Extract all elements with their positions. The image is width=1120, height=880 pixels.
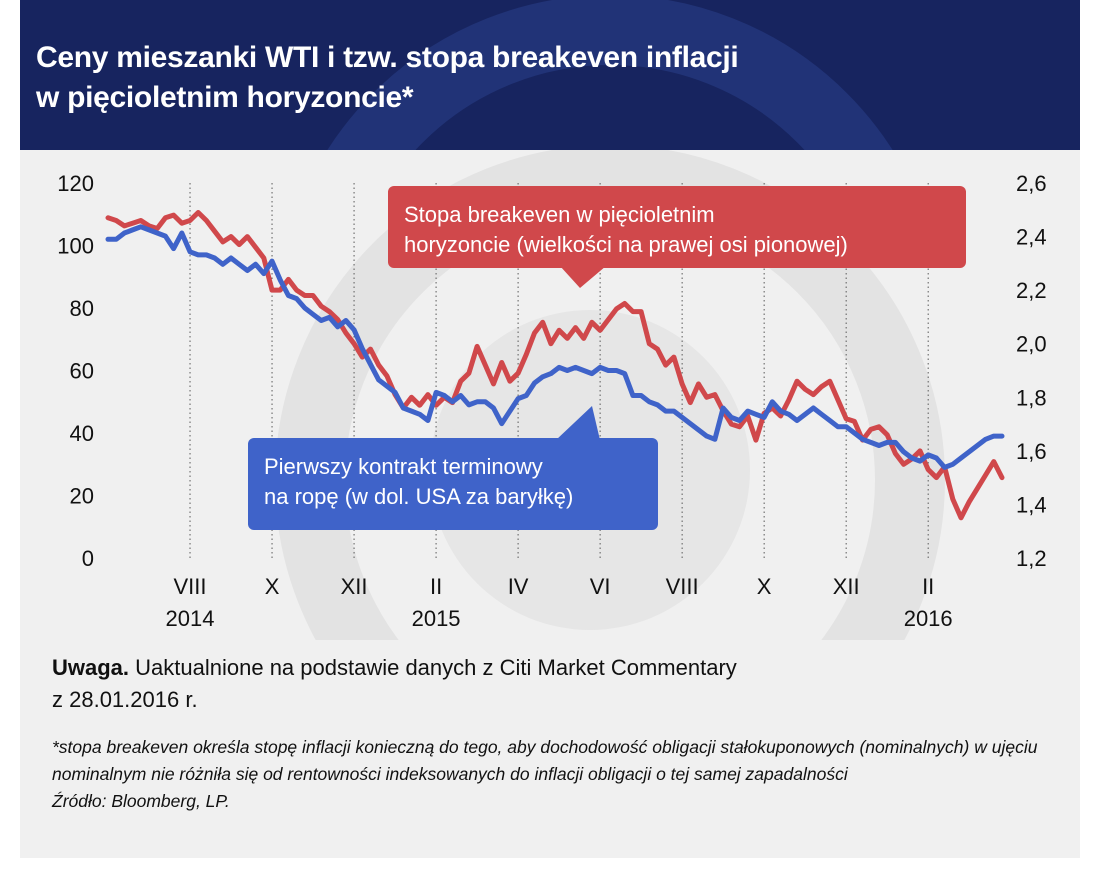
left-y-tick-label: 60 — [70, 359, 94, 384]
left-y-axis: 0 20 40 60 80 100 120 — [57, 171, 94, 571]
breakeven-callout-line-1: Stopa breakeven w pięcioletnim — [404, 202, 715, 227]
breakeven-callout-line-2: horyzoncie (wielkości na prawej osi pion… — [404, 232, 848, 257]
x-tick-label: VIII — [174, 574, 207, 599]
title-line-1: Ceny mieszanki WTI i tzw. stopa breakeve… — [36, 41, 739, 74]
right-y-tick-label: 2,0 — [1016, 332, 1047, 357]
footnote: *stopa breakeven określa stopę inflacji … — [52, 734, 1062, 815]
right-y-tick-label: 2,4 — [1016, 225, 1047, 250]
left-y-tick-label: 20 — [70, 484, 94, 509]
right-y-tick-label: 2,2 — [1016, 278, 1047, 303]
note-text-2: z 28.01.2016 r. — [52, 687, 198, 712]
right-y-tick-label: 1,2 — [1016, 546, 1047, 571]
right-y-tick-label: 1,6 — [1016, 439, 1047, 464]
note-text: Uaktualnione na podstawie danych z Citi … — [135, 655, 737, 680]
breakeven-callout-box — [388, 186, 966, 268]
chart-title: Ceny mieszanki WTI i tzw. stopa breakeve… — [36, 38, 739, 118]
note: Uwaga. Uaktualnione na podstawie danych … — [52, 652, 1052, 716]
x-tick-label: X — [265, 574, 280, 599]
oil-callout-box — [248, 438, 658, 530]
series-lines — [105, 210, 1005, 521]
x-tick-label: II — [430, 574, 442, 599]
x-axis: VIII 2014 X XII II 2015 IV VI VIII X XII II 2016 — [166, 574, 953, 631]
breakeven-callout-pointer — [560, 266, 606, 288]
breakeven-rate-line — [105, 210, 1005, 521]
source: Źródło: Bloomberg, LP. — [52, 791, 230, 811]
x-year-label: 2015 — [412, 606, 461, 631]
left-y-tick-label: 80 — [70, 296, 94, 321]
left-y-tick-label: 0 — [82, 546, 94, 571]
x-tick-label: IV — [508, 574, 529, 599]
x-tick-label: VI — [590, 574, 611, 599]
note-label: Uwaga. — [52, 655, 130, 680]
x-year-label: 2016 — [904, 606, 953, 631]
oil-callout-pointer — [556, 406, 600, 440]
right-y-tick-label: 2,6 — [1016, 171, 1047, 196]
left-y-tick-label: 120 — [57, 171, 94, 196]
x-year-label: 2014 — [166, 606, 215, 631]
left-y-tick-label: 40 — [70, 421, 94, 446]
x-tick-label: XII — [833, 574, 860, 599]
x-tick-label: II — [922, 574, 934, 599]
right-y-tick-label: 1,8 — [1016, 385, 1047, 410]
oil-callout-line-1: Pierwszy kontrakt terminowy — [264, 454, 543, 479]
title-line-2: w pięcioletnim horyzoncie* — [36, 81, 414, 114]
x-tick-label: XII — [341, 574, 368, 599]
header-decoration — [327, 0, 893, 150]
oil-price-line — [105, 224, 1005, 470]
left-y-tick-label: 100 — [57, 234, 94, 259]
x-tick-label: VIII — [666, 574, 699, 599]
x-tick-label: X — [757, 574, 772, 599]
header-band: Ceny mieszanki WTI i tzw. stopa breakeve… — [20, 0, 1080, 150]
right-y-axis: 1,2 1,4 1,6 1,8 2,0 2,2 2,4 2,6 — [1016, 171, 1047, 571]
footnote-text: *stopa breakeven określa stopę inflacji … — [52, 737, 1038, 784]
callouts: Stopa breakeven w pięcioletnim horyzoncie… — [248, 186, 966, 530]
breakeven-callout: Stopa breakeven w pięcioletnim horyzoncie… — [388, 186, 966, 288]
oil-callout-line-2: na ropę (w dol. USA za baryłkę) — [264, 484, 573, 509]
oil-callout: Pierwszy kontrakt terminowy na ropę (w do… — [248, 406, 658, 530]
chart-area: VIII 2014 X XII II 2015 IV VI VIII X XII II 2016 0 20… — [57, 150, 1047, 640]
right-y-tick-label: 1,4 — [1016, 492, 1047, 517]
